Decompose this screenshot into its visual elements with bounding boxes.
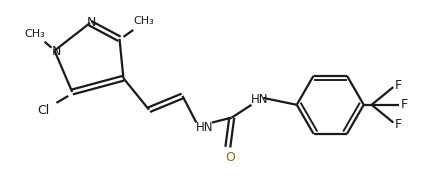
Text: N: N (52, 45, 61, 58)
Text: F: F (401, 98, 408, 111)
Text: HN: HN (251, 93, 268, 106)
Text: F: F (394, 118, 402, 131)
Text: CH₃: CH₃ (134, 16, 155, 26)
Text: CH₃: CH₃ (24, 29, 45, 39)
Text: F: F (394, 79, 402, 92)
Text: N: N (87, 16, 97, 29)
Text: O: O (225, 151, 235, 164)
Text: Cl: Cl (38, 104, 50, 117)
Text: HN: HN (195, 121, 213, 134)
